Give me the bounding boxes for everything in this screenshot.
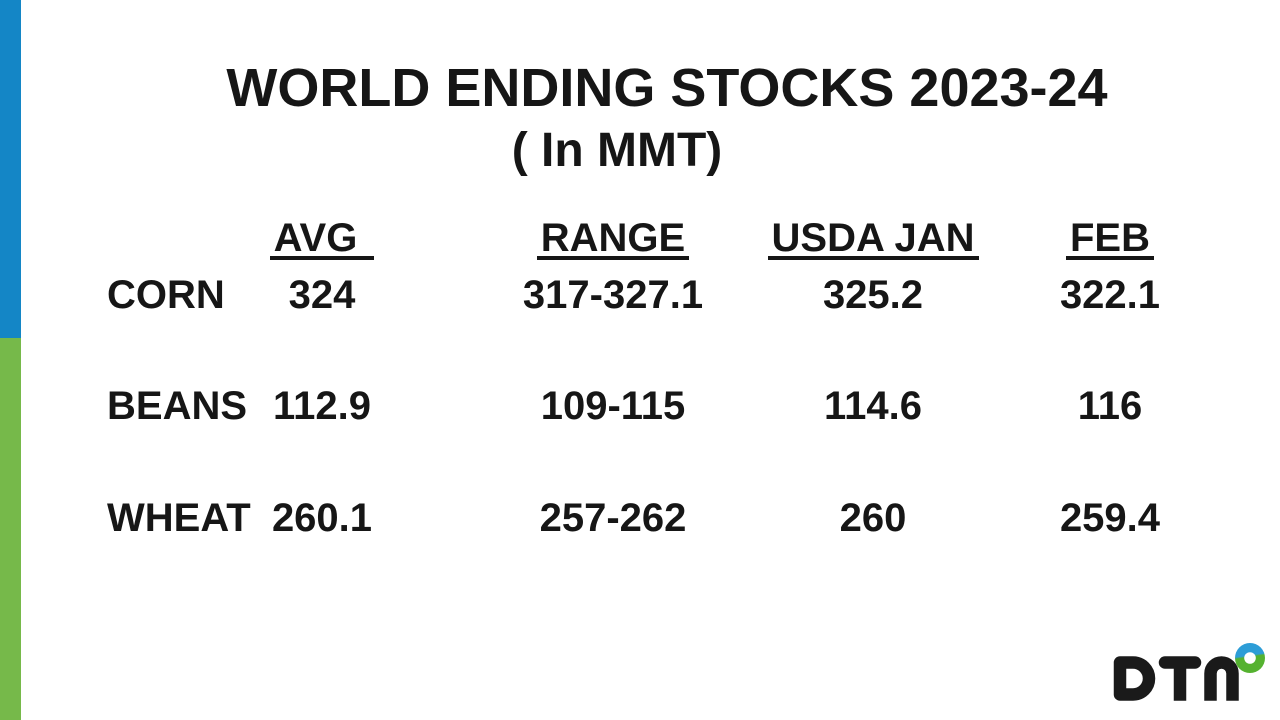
slide-title: WORLD ENDING STOCKS 2023-24 — [226, 58, 1108, 118]
cell-wheat-avg: 260.1 — [271, 496, 373, 540]
column-header-usda-jan-label: USDA JAN — [767, 218, 979, 260]
column-header-usda-jan: USDA JAN — [733, 218, 1013, 260]
cell-corn-range: 317-327.1 — [522, 273, 704, 317]
column-header-range: RANGE — [453, 218, 773, 260]
column-header-feb-label: FEB — [1066, 218, 1154, 260]
column-header-avg-label: AVG — [269, 218, 375, 260]
column-header-avg: AVG — [202, 218, 442, 260]
cell-wheat-usda-jan: 260 — [839, 496, 907, 540]
row-label-beans: BEANS — [107, 384, 248, 428]
column-header-range-label: RANGE — [536, 218, 690, 260]
cell-beans-avg: 112.9 — [273, 384, 371, 428]
cell-wheat-range: 257-262 — [539, 496, 687, 540]
accent-bar-top — [0, 0, 21, 338]
row-label-wheat: WHEAT — [107, 496, 251, 540]
row-label-corn: CORN — [107, 273, 225, 317]
accent-bar-bottom — [0, 338, 21, 720]
cell-corn-usda-jan: 325.2 — [822, 273, 924, 317]
cell-beans-range: 109-115 — [540, 384, 686, 428]
dtn-logo — [1113, 643, 1265, 701]
cell-beans-feb: 116 — [1077, 384, 1143, 428]
cell-corn-avg: 324 — [288, 273, 356, 317]
cell-wheat-feb: 259.4 — [1059, 496, 1161, 540]
cell-corn-feb: 322.1 — [1059, 273, 1161, 317]
dtn-logo-ring-hole — [1244, 652, 1256, 664]
slide-subtitle: ( In MMT) — [511, 124, 723, 177]
column-header-feb: FEB — [970, 218, 1250, 260]
cell-beans-usda-jan: 114.6 — [824, 384, 922, 428]
dtn-logo-letters — [1113, 656, 1239, 701]
